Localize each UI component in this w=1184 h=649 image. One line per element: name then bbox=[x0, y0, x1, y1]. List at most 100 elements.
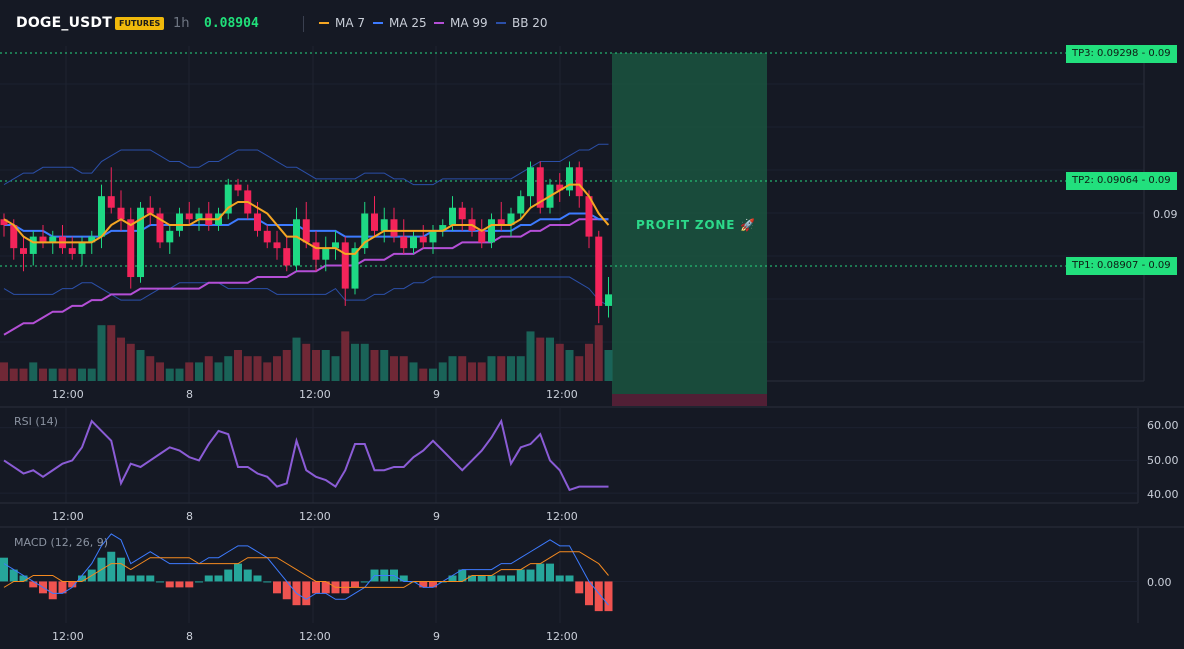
volume-bar bbox=[477, 362, 486, 381]
legend-ma7-label: MA 7 bbox=[335, 16, 366, 30]
macd-histogram-bar bbox=[68, 581, 77, 588]
candle-body bbox=[234, 184, 242, 191]
macd-signal-line bbox=[3, 551, 609, 588]
candle-body bbox=[176, 213, 183, 231]
macd-histogram-bar bbox=[546, 563, 554, 582]
macd-tick-zero: 0.00 bbox=[1147, 576, 1172, 589]
volume-bar bbox=[526, 331, 535, 381]
legend-ma99[interactable]: MA 99 bbox=[434, 16, 488, 30]
volume-bar bbox=[204, 356, 213, 381]
volume-bar bbox=[19, 368, 28, 381]
macd-x-tick-2: 8 bbox=[186, 630, 193, 643]
candle-body bbox=[283, 248, 291, 266]
volume-bar bbox=[165, 368, 174, 381]
volume-bar bbox=[390, 356, 398, 381]
volume-bar bbox=[399, 356, 408, 381]
macd-histogram-bar bbox=[526, 569, 535, 582]
volume-bar bbox=[175, 368, 184, 381]
volume-bar bbox=[185, 362, 194, 381]
legend-bb20[interactable]: BB 20 bbox=[496, 16, 548, 30]
rsi-x-tick-5: 12:00 bbox=[546, 510, 578, 523]
candle-body bbox=[39, 236, 47, 243]
profit-zone-rect bbox=[612, 53, 767, 394]
candle-body bbox=[439, 225, 447, 231]
volume-bar bbox=[292, 337, 301, 381]
macd-histogram-bar bbox=[58, 581, 67, 594]
macd-histogram-bar bbox=[507, 575, 515, 582]
timeframe-label[interactable]: 1h bbox=[173, 16, 190, 31]
macd-x-tick-1: 12:00 bbox=[52, 630, 84, 643]
candle-body bbox=[605, 294, 612, 306]
macd-histogram-bar bbox=[9, 569, 18, 582]
macd-histogram-bar bbox=[282, 581, 291, 600]
candle-body bbox=[20, 248, 27, 254]
volume-bar bbox=[429, 368, 437, 381]
candle-body bbox=[78, 242, 86, 254]
header-divider bbox=[303, 16, 304, 32]
macd-histogram-bar bbox=[419, 581, 428, 588]
bb-lower-line bbox=[3, 276, 609, 307]
macd-histogram-bar bbox=[302, 581, 311, 606]
symbol-name[interactable]: DOGE_USDT bbox=[16, 15, 112, 31]
macd-histogram-bar bbox=[29, 581, 38, 588]
macd-histogram-bar bbox=[575, 581, 584, 594]
macd-histogram-bar bbox=[175, 581, 184, 588]
volume-bar bbox=[419, 368, 428, 381]
candle-body bbox=[322, 248, 330, 260]
candle-body bbox=[88, 236, 96, 243]
macd-histogram-bar bbox=[195, 581, 203, 583]
volume-bar bbox=[234, 350, 242, 381]
volume-bar bbox=[507, 356, 515, 381]
volume-bar bbox=[263, 362, 272, 381]
ma99-line bbox=[3, 218, 609, 336]
candle-body bbox=[224, 184, 232, 214]
ma7-line bbox=[3, 183, 610, 255]
candle-body bbox=[429, 230, 437, 243]
x-tick-5: 12:00 bbox=[546, 388, 578, 401]
macd-histogram-bar bbox=[126, 575, 135, 582]
rsi-x-tick-3: 12:00 bbox=[299, 510, 331, 523]
volume-bar bbox=[341, 331, 350, 381]
macd-histogram-bar bbox=[351, 581, 359, 588]
volume-bar bbox=[273, 356, 281, 381]
macd-histogram-bar bbox=[448, 575, 457, 582]
candle-body bbox=[254, 213, 261, 231]
macd-histogram-bar bbox=[19, 575, 28, 582]
macd-histogram-bar bbox=[312, 581, 320, 594]
rsi-tick-40: 40.00 bbox=[1147, 488, 1179, 501]
x-tick-4: 9 bbox=[433, 388, 440, 401]
candle-body bbox=[595, 236, 603, 306]
macd-histogram-bar bbox=[0, 557, 8, 582]
macd-histogram-bar bbox=[204, 575, 213, 582]
volume-bar bbox=[370, 350, 379, 381]
candle-body bbox=[536, 167, 544, 208]
volume-bar bbox=[87, 368, 96, 381]
x-tick-3: 12:00 bbox=[299, 388, 331, 401]
volume-bar bbox=[146, 356, 155, 381]
volume-bar bbox=[604, 350, 613, 381]
candle-body bbox=[527, 167, 534, 197]
volume-bar bbox=[585, 343, 593, 381]
macd-histogram-bar bbox=[234, 563, 242, 582]
volume-bar bbox=[97, 325, 106, 381]
legend-ma25[interactable]: MA 25 bbox=[373, 16, 427, 30]
volume-bar bbox=[380, 350, 389, 381]
volume-bar bbox=[282, 350, 291, 381]
legend-ma7[interactable]: MA 7 bbox=[319, 16, 365, 30]
candle-body bbox=[449, 207, 456, 226]
legend-ma99-label: MA 99 bbox=[450, 16, 488, 30]
volume-bar bbox=[468, 362, 476, 381]
volume-bar bbox=[243, 356, 252, 381]
rsi-tick-60: 60.00 bbox=[1147, 419, 1179, 432]
volume-bar bbox=[48, 368, 57, 381]
bb-upper-line bbox=[3, 143, 609, 186]
tp2-tag: TP2: 0.09064 - 0.09 bbox=[1066, 172, 1177, 190]
volume-bar bbox=[78, 368, 86, 381]
candle-body bbox=[341, 242, 349, 289]
macd-pane-label: MACD (12, 26, 9) bbox=[14, 536, 109, 549]
volume-bar bbox=[331, 356, 340, 381]
volume-bar bbox=[58, 368, 67, 381]
volume-bar bbox=[136, 350, 145, 381]
